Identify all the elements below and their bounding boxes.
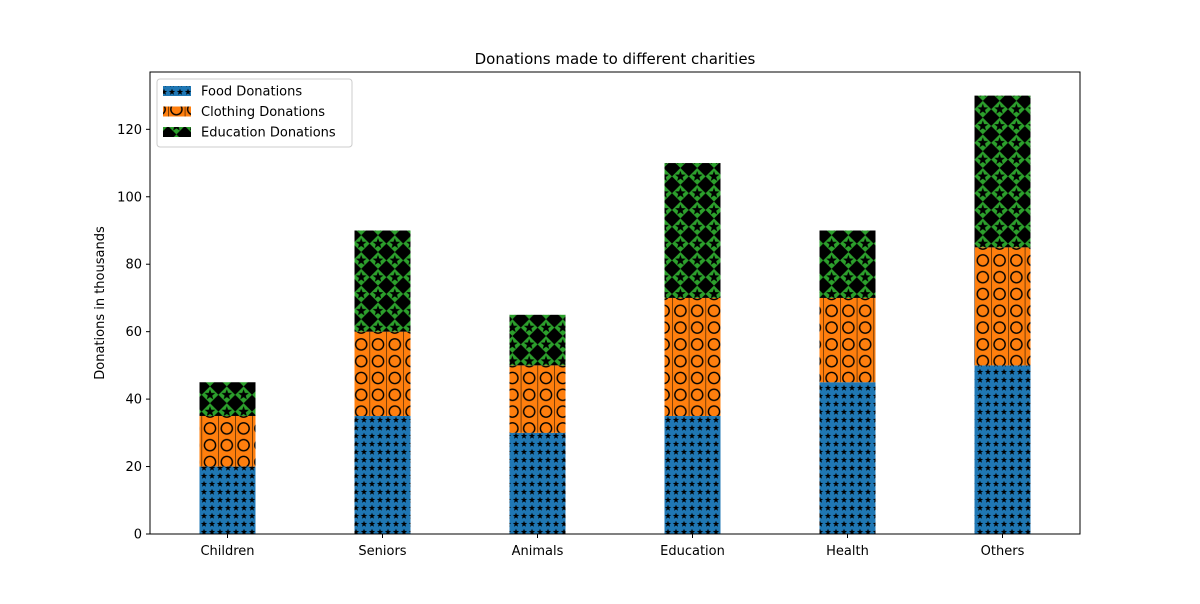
x-tick-label: Others	[981, 544, 1025, 559]
y-tick-label: 120	[117, 123, 142, 138]
y-tick-label: 0	[134, 528, 142, 543]
bar-others-series-3	[974, 95, 1031, 248]
x-axis: Children Seniors Animals Education Health Oth…	[200, 534, 1025, 559]
bar-animals-series-3	[509, 314, 566, 366]
bar-education-series-1	[664, 415, 721, 534]
plot-frame	[149, 71, 1081, 535]
bar-animals-series-1	[509, 432, 566, 534]
legend-swatch	[163, 106, 191, 117]
y-tick-label: 60	[125, 325, 142, 340]
bar-education-series-3	[664, 163, 721, 298]
y-tick-label: 80	[125, 258, 142, 273]
y-tick-label: 40	[125, 393, 142, 408]
bar-children-series-1	[199, 466, 256, 534]
legend-label: Education Donations	[201, 126, 336, 141]
legend-swatch	[163, 127, 191, 137]
bar-health-series-2	[819, 297, 876, 383]
bar-children-series-3	[199, 382, 256, 416]
bar-others-series-1	[974, 365, 1031, 534]
bar-education-series-2	[664, 297, 721, 416]
legend-swatch	[163, 86, 191, 96]
y-tick-label: 20	[125, 460, 142, 475]
bar-children-series-2	[199, 415, 256, 467]
bar-seniors-series-3	[354, 230, 411, 332]
x-tick-label: Children	[200, 544, 254, 559]
x-tick-label: Health	[826, 544, 869, 559]
bar-animals-series-2	[509, 365, 566, 433]
chart-title: Donations made to different charities	[475, 50, 756, 68]
x-tick-label: Animals	[512, 544, 564, 559]
y-axis: 0 20 40 60 80 100 120	[117, 123, 150, 543]
legend-label: Food Donations	[201, 85, 302, 100]
x-tick-label: Seniors	[358, 544, 406, 559]
y-tick-label: 100	[117, 190, 142, 205]
bar-seniors-series-2	[354, 331, 411, 416]
legend-label: Clothing Donations	[201, 105, 325, 120]
bar-health-series-3	[819, 230, 876, 298]
x-tick-label: Education	[660, 544, 725, 559]
legend-frame	[156, 78, 353, 148]
y-axis-label: Donations in thousands	[93, 226, 108, 380]
bars-group	[199, 95, 1031, 534]
bar-others-series-2	[974, 247, 1031, 366]
bar-seniors-series-1	[354, 415, 411, 534]
legend: Food Donations Clothing Donations Educatio…	[156, 78, 353, 148]
bar-health-series-1	[819, 382, 876, 534]
